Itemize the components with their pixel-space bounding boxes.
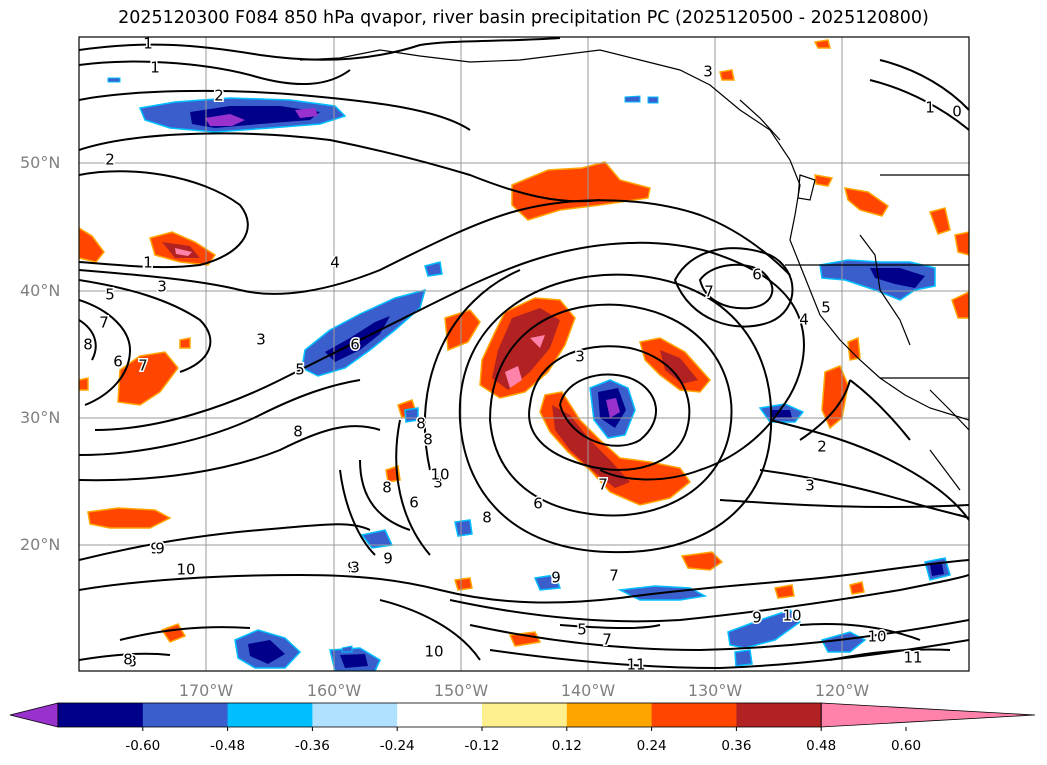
colorbar-segment: [651, 703, 737, 727]
contour-label: 0: [952, 103, 962, 121]
contour-label: 7: [609, 567, 619, 585]
lat-label-40n: 40°N: [20, 281, 61, 300]
contour-label: 6: [752, 266, 762, 284]
map-frame: [78, 36, 970, 672]
contour-label: 7: [138, 357, 148, 375]
colorbar-tick-label: -0.60: [125, 738, 161, 754]
contour-label: 5: [821, 299, 831, 317]
lon-label-150w: 150°W: [433, 681, 489, 700]
contour-label: 9: [347, 559, 357, 577]
contour-label: 6: [533, 495, 543, 513]
contour-label: 6: [350, 336, 360, 354]
colorbar-tick-label: -0.36: [294, 738, 330, 754]
colorbar-tick-label: -0.12: [464, 738, 500, 754]
contour-label: 7: [602, 631, 612, 649]
colorbar-segment: [312, 703, 398, 727]
colorbar-tick-label: 0.24: [636, 738, 667, 754]
colorbar-tick-label: -0.24: [379, 738, 415, 754]
contour-label: 5: [577, 621, 587, 639]
contour-label: 11: [903, 649, 922, 667]
lon-label-160w: 160°W: [306, 681, 362, 700]
lon-label-140w: 140°W: [560, 681, 616, 700]
contour-lines: [79, 37, 969, 670]
contour-label: 1: [150, 59, 160, 77]
contour-label: 4: [799, 311, 809, 329]
contour-label: 8: [83, 336, 93, 354]
contour-label: 8: [293, 423, 303, 441]
colorbar-segment: [482, 703, 568, 727]
contour-label: 4: [330, 254, 340, 272]
colorbar-segment: [566, 703, 653, 727]
lat-label-20n: 20°N: [20, 535, 61, 554]
contour-label: 3: [433, 474, 443, 492]
contour-label: 10: [176, 561, 195, 579]
contour-label: 3: [256, 331, 266, 349]
lon-label-170w: 170°W: [178, 681, 234, 700]
colorbar-outline: [57, 702, 822, 728]
contour-label: 6: [409, 494, 419, 512]
contour-label: 8: [416, 415, 426, 433]
contour-label: 9: [383, 550, 393, 568]
contour-label: 3: [703, 63, 713, 81]
contour-label: 7: [704, 283, 714, 301]
colorbar-tick-label: 0.48: [806, 738, 837, 754]
contour-label: 8: [123, 651, 133, 669]
colorbar-segment: [736, 703, 822, 727]
contour-label: 3: [350, 559, 360, 577]
colorbar-extend-low: [9, 702, 59, 728]
contour-label: 5: [295, 361, 305, 379]
contour-label: 7: [99, 314, 109, 332]
contour-label: 1: [925, 99, 935, 117]
graticule: [79, 37, 969, 671]
contour-label: 8: [482, 509, 492, 527]
contour-label: 3: [157, 278, 167, 296]
contour-label: 10: [867, 628, 886, 646]
contour-label: 2: [105, 151, 115, 169]
contour-label: 10: [430, 466, 449, 484]
contour-label: 9: [551, 569, 561, 587]
contour-label: 9: [155, 540, 165, 558]
contour-label: 1: [143, 35, 153, 53]
lon-label-130w: 130°W: [687, 681, 743, 700]
contour-label: 8: [382, 479, 392, 497]
lat-label-50n: 50°N: [20, 153, 61, 172]
contour-label: 10: [782, 607, 801, 625]
contour-label: 9: [150, 540, 160, 558]
contour-label: 6: [113, 353, 123, 371]
coastline: [299, 49, 969, 491]
contour-label: 1: [143, 254, 153, 272]
colorbar-segment: [142, 703, 229, 727]
lon-label-120w: 120°W: [814, 681, 870, 700]
contour-label: 2: [817, 438, 827, 456]
lat-label-30n: 30°N: [20, 408, 61, 427]
contour-label: 10: [424, 643, 443, 661]
colorbar: [9, 702, 1036, 731]
colorbar-extend-high: [820, 702, 1036, 728]
colorbar-tick-label: -0.48: [210, 738, 246, 754]
contour-label: 8: [127, 653, 137, 671]
colorbar-tick-label: 0.12: [551, 738, 582, 754]
contour-label: 8: [423, 431, 433, 449]
contour-label: 3: [805, 477, 815, 495]
contour-label: 9: [752, 609, 762, 627]
colorbar-tick-label: 0.60: [890, 738, 922, 754]
colorbar-segment: [227, 703, 313, 727]
contour-label: 2: [214, 87, 224, 105]
contour-label: 1: [142, 254, 152, 272]
contour-label: 11: [626, 656, 645, 674]
colorbar-segment: [58, 703, 144, 727]
contour-label: 7: [598, 476, 608, 494]
colorbar-segment: [397, 703, 483, 727]
contour-label: 5: [105, 286, 115, 304]
map-title: 2025120300 F084 850 hPa qvapor, river ba…: [118, 8, 929, 28]
colorbar-tick-label: 0.36: [721, 738, 752, 754]
contour-label: 3: [575, 348, 585, 366]
